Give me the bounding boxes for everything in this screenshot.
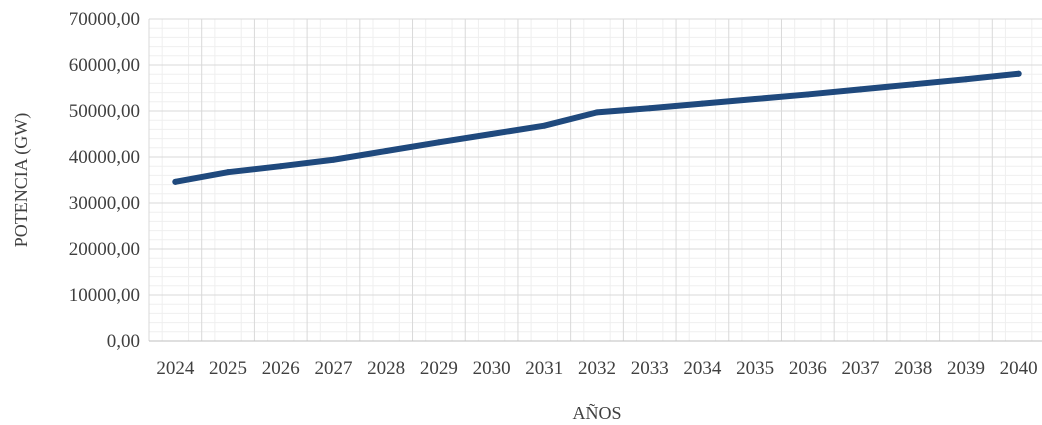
data-point — [488, 131, 495, 137]
x-tick-label: 2034 — [683, 358, 722, 379]
data-point — [383, 148, 390, 155]
data-point — [594, 109, 600, 116]
data-point — [857, 86, 864, 93]
x-tick-label: 2029 — [420, 358, 458, 379]
series-line — [172, 70, 1022, 185]
data-point — [699, 100, 706, 107]
x-tick-label: 2035 — [736, 358, 774, 379]
data-point — [330, 156, 337, 163]
major-gridlines — [148, 18, 1042, 341]
y-tick-label: 70000,00 — [69, 9, 140, 30]
x-axis-tick-labels: 2024 2025 2026 2027 2028 2029 2030 2031 2032 2033… — [156, 358, 1037, 379]
y-tick-label: 50000,00 — [69, 101, 140, 122]
y-tick-label: 0,00 — [107, 331, 140, 352]
y-tick-label: 40000,00 — [69, 147, 140, 168]
y-axis-tick-labels: 0,00 10000,00 20000,00 30000,00 40000,00 5000… — [69, 9, 140, 352]
x-tick-label: 2032 — [578, 358, 616, 379]
x-tick-label: 2025 — [209, 358, 247, 379]
data-point — [225, 169, 232, 176]
x-tick-label: 2036 — [789, 358, 827, 379]
x-tick-label: 2040 — [1000, 358, 1038, 379]
y-tick-label: 30000,00 — [69, 193, 140, 214]
x-tick-label: 2033 — [631, 358, 669, 379]
x-tick-label: 2024 — [156, 358, 195, 379]
x-tick-label: 2037 — [842, 358, 880, 379]
data-point — [910, 81, 917, 88]
data-point — [172, 178, 179, 185]
x-tick-label: 2031 — [525, 358, 563, 379]
x-axis-title: AÑOS — [572, 402, 621, 423]
data-point — [1015, 70, 1022, 77]
x-tick-label: 2028 — [367, 358, 405, 379]
data-point — [804, 91, 811, 98]
x-tick-label: 2039 — [947, 358, 985, 379]
x-tick-label: 2030 — [473, 358, 511, 379]
y-tick-label: 60000,00 — [69, 55, 140, 76]
data-point — [646, 105, 653, 112]
minor-gridlines — [149, 19, 1042, 341]
y-axis-title: POTENCIA (GW) — [11, 113, 32, 247]
y-tick-label: 10000,00 — [69, 285, 140, 306]
x-tick-label: 2038 — [894, 358, 932, 379]
data-point — [541, 122, 548, 129]
data-point — [962, 76, 969, 83]
x-tick-label: 2027 — [314, 358, 352, 379]
series-layer — [172, 70, 1022, 185]
data-point — [752, 96, 759, 103]
data-point — [277, 163, 284, 170]
y-tick-label: 20000,00 — [69, 239, 140, 260]
data-point — [435, 139, 442, 146]
x-tick-label: 2026 — [262, 358, 300, 379]
